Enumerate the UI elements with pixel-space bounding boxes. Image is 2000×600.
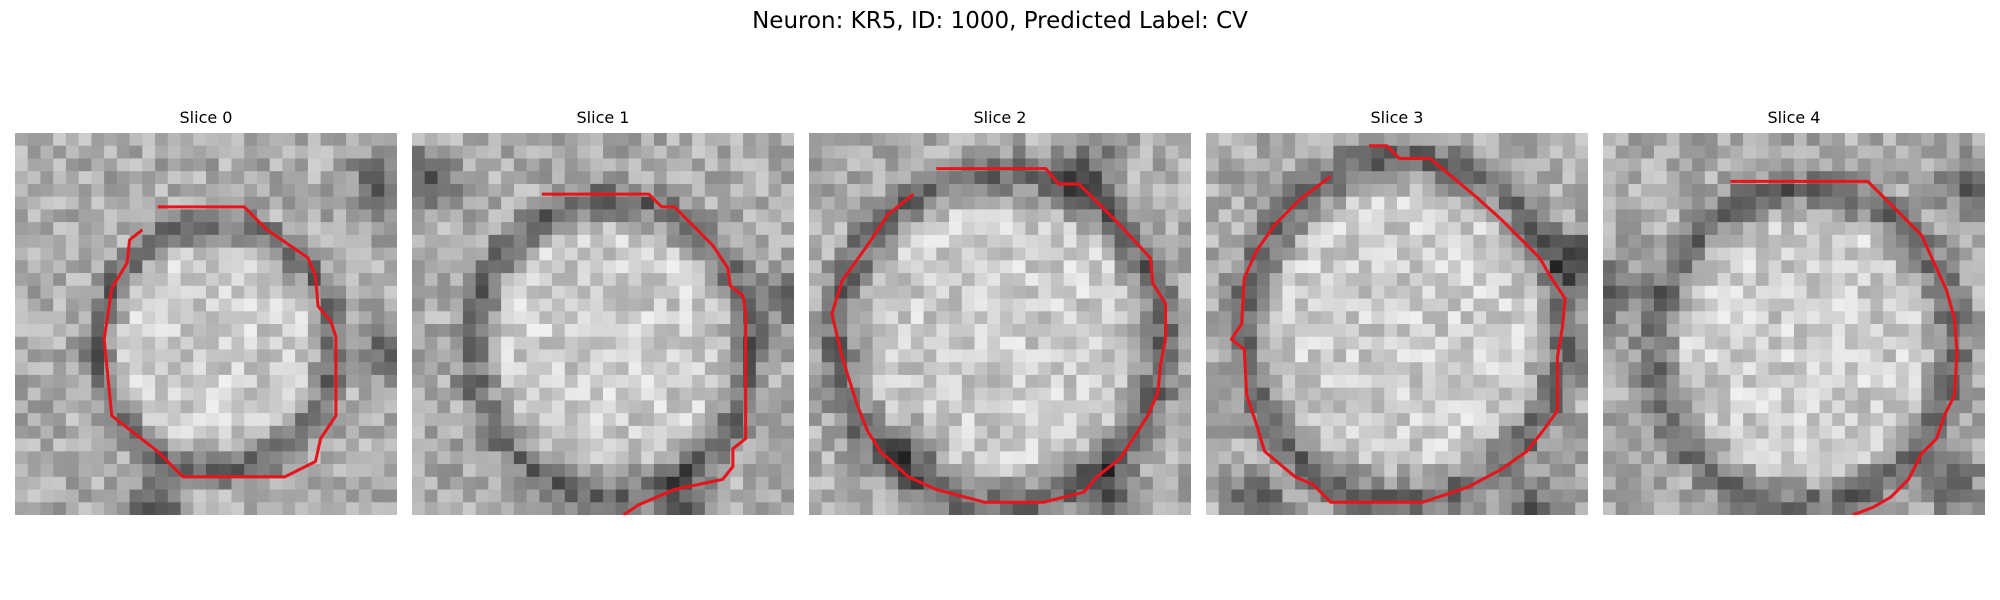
slice-panel-3: Slice 3 xyxy=(1206,106,1588,515)
slice-image-pixels-4 xyxy=(1603,133,1985,515)
slice-image-0 xyxy=(15,133,397,515)
slice-panel-1: Slice 1 xyxy=(412,106,794,515)
slice-image-pixels-2 xyxy=(809,133,1191,515)
slice-title-4: Slice 4 xyxy=(1767,108,1821,127)
slice-image-4 xyxy=(1603,133,1985,515)
slice-panel-4: Slice 4 xyxy=(1603,106,1985,515)
slice-contour-3 xyxy=(1229,144,1567,504)
slice-image-1 xyxy=(412,133,794,515)
slice-image-3 xyxy=(1206,133,1588,515)
figure-title: Neuron: KR5, ID: 1000, Predicted Label: … xyxy=(752,8,1248,34)
slice-title-2: Slice 2 xyxy=(973,108,1027,127)
slice-image-pixels-3 xyxy=(1206,133,1588,515)
slice-panel-0: Slice 0 xyxy=(15,106,397,515)
slice-title-0: Slice 0 xyxy=(179,108,233,127)
slice-image-2 xyxy=(809,133,1191,515)
slice-contour-0 xyxy=(102,205,338,479)
slice-image-pixels-1 xyxy=(412,133,794,515)
slice-contour-2 xyxy=(830,167,1168,504)
slice-contour-4 xyxy=(1730,179,1959,515)
slice-image-pixels-0 xyxy=(15,133,397,515)
slice-panel-2: Slice 2 xyxy=(809,106,1191,515)
slice-title-1: Slice 1 xyxy=(576,108,630,127)
slice-title-3: Slice 3 xyxy=(1370,108,1424,127)
slice-contour-1 xyxy=(541,192,748,515)
